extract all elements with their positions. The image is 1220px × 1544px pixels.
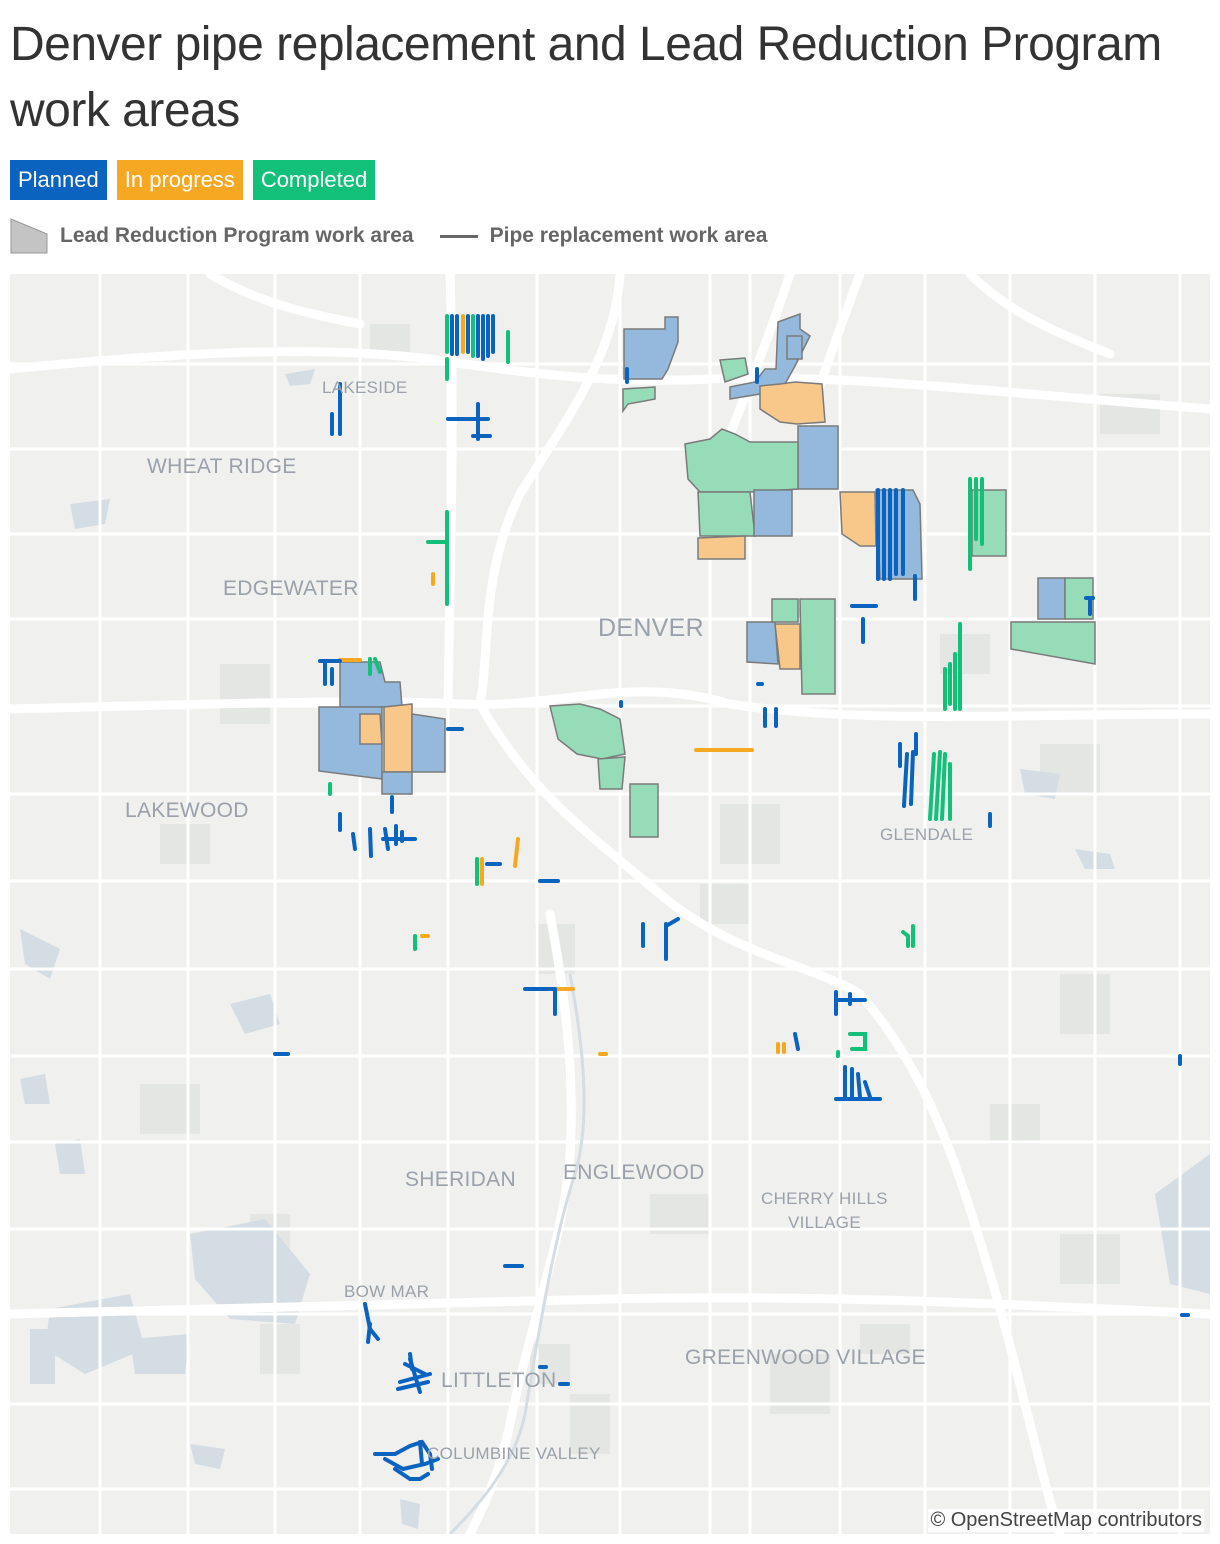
lrp-area-planned: [786, 335, 803, 360]
place-label-cherry-hills-village: VILLAGE: [788, 1213, 861, 1232]
place-label-columbine-valley: COLUMBINE VALLEY: [427, 1444, 601, 1463]
place-label-englewood: ENGLEWOOD: [563, 1161, 705, 1184]
polygon-swatch-icon: [10, 218, 48, 254]
lrp-polygons: [318, 312, 1096, 838]
lrp-area-completed: [684, 428, 799, 493]
pipe-in-progress: [338, 314, 786, 1056]
lrp-area-completed: [629, 783, 659, 838]
in-progress-chip: In progress: [116, 160, 243, 200]
park-areas: [140, 324, 1160, 1454]
lrp-area-completed: [719, 357, 749, 383]
place-label-lakeside: LAKESIDE: [322, 378, 408, 397]
map-canvas: [10, 274, 1210, 1534]
lrp-area-completed: [1010, 621, 1096, 665]
symbol-legend: Lead Reduction Program work area Pipe re…: [10, 218, 767, 254]
line-swatch-icon: [439, 234, 478, 238]
polygon-legend-label: Lead Reduction Program work area: [60, 224, 414, 247]
place-label-greenwood-village: GREENWOOD VILLAGE: [685, 1346, 926, 1369]
lrp-area-completed: [1064, 577, 1094, 620]
lrp-area-completed: [597, 756, 626, 790]
place-label-cherry-hills: CHERRY HILLS: [761, 1189, 888, 1208]
lrp-area-in-progress: [359, 713, 383, 745]
place-label-littleton: LITTLETON: [441, 1369, 557, 1392]
planned-chip: Planned: [10, 160, 107, 200]
lrp-area-planned: [1037, 577, 1066, 620]
line-legend-label: Pipe replacement work area: [489, 224, 768, 247]
place-label-wheat-ridge: WHEAT RIDGE: [147, 455, 297, 478]
place-label-edgewater: EDGEWATER: [223, 577, 359, 600]
lrp-area-planned: [753, 489, 793, 537]
page-title: Denver pipe replacement and Lead Reducti…: [10, 18, 1162, 137]
lrp-area-completed: [697, 491, 756, 537]
place-label-bow-mar: BOW MAR: [344, 1282, 430, 1301]
lrp-area-in-progress: [697, 535, 746, 560]
pipe-planned: [273, 314, 1190, 1481]
place-label-denver: DENVER: [598, 614, 704, 642]
map-attribution[interactable]: © OpenStreetMap contributors: [928, 1509, 1204, 1532]
lrp-area-in-progress: [759, 381, 826, 425]
status-legend: Planned In progress Completed: [10, 160, 376, 200]
lrp-area-planned: [381, 771, 413, 795]
completed-chip: Completed: [252, 160, 376, 200]
lrp-area-in-progress: [774, 623, 801, 670]
lrp-area-planned: [411, 713, 446, 773]
lrp-area-completed: [622, 386, 656, 414]
lrp-area-completed: [799, 598, 836, 695]
water-bodies: [20, 369, 1210, 1529]
lrp-area-planned: [623, 316, 679, 380]
lrp-area-planned: [746, 621, 779, 665]
lrp-area-in-progress: [383, 703, 413, 773]
map[interactable]: LAKESIDE WHEAT RIDGE EDGEWATER DENVER LA…: [10, 274, 1210, 1534]
lrp-area-in-progress: [839, 491, 877, 547]
lrp-area-planned: [797, 425, 839, 490]
place-label-glendale: GLENDALE: [880, 825, 974, 844]
place-label-sheridan: SHERIDAN: [405, 1168, 516, 1191]
place-label-lakewood: LAKEWOOD: [125, 799, 249, 822]
river: [448, 973, 586, 1534]
lrp-area-completed: [771, 598, 799, 623]
lrp-area-completed: [549, 703, 626, 760]
pipe-completed: [328, 314, 984, 1058]
